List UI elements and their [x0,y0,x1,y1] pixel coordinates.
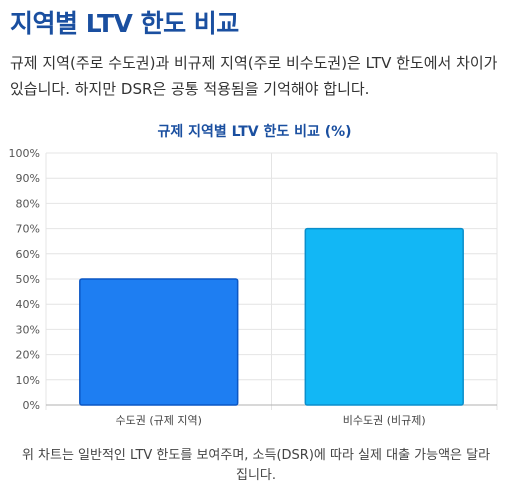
y-tick-label: 30% [16,323,40,336]
chart-title: 규제 지역별 LTV 한도 비교 (%) [157,124,352,140]
y-tick-label: 80% [16,197,40,210]
page-heading: 지역별 LTV 한도 비교 [10,9,239,38]
y-tick-label: 60% [16,248,40,261]
y-tick-label: 40% [16,298,40,311]
y-tick-label: 10% [16,374,40,387]
intro-paragraph: 규제 지역(주로 수도권)과 비규제 지역(주로 비수도권)은 LTV 한도에서… [10,54,498,98]
y-tick-label: 70% [16,223,40,236]
y-tick-label: 50% [16,273,40,286]
bar [79,278,239,406]
ltv-bar-chart: 0% 10% 20% 30% 40% 50% 60% 70% 80% 90% 100% 수도권 (규제… [9,147,498,427]
y-tick-label: 0% [23,399,40,412]
bar [304,227,464,406]
y-tick-label: 20% [16,349,40,362]
chart-footnote: 위 차트는 일반적인 LTV 한도를 보여주며, 소득(DSR)에 따라 실제 … [21,448,491,483]
x-tick-label: 비수도권 (비규제) [343,414,426,427]
x-tick-label: 수도권 (규제 지역) [116,414,202,427]
y-tick-label: 90% [16,172,40,185]
y-tick-label: 100% [9,147,40,160]
